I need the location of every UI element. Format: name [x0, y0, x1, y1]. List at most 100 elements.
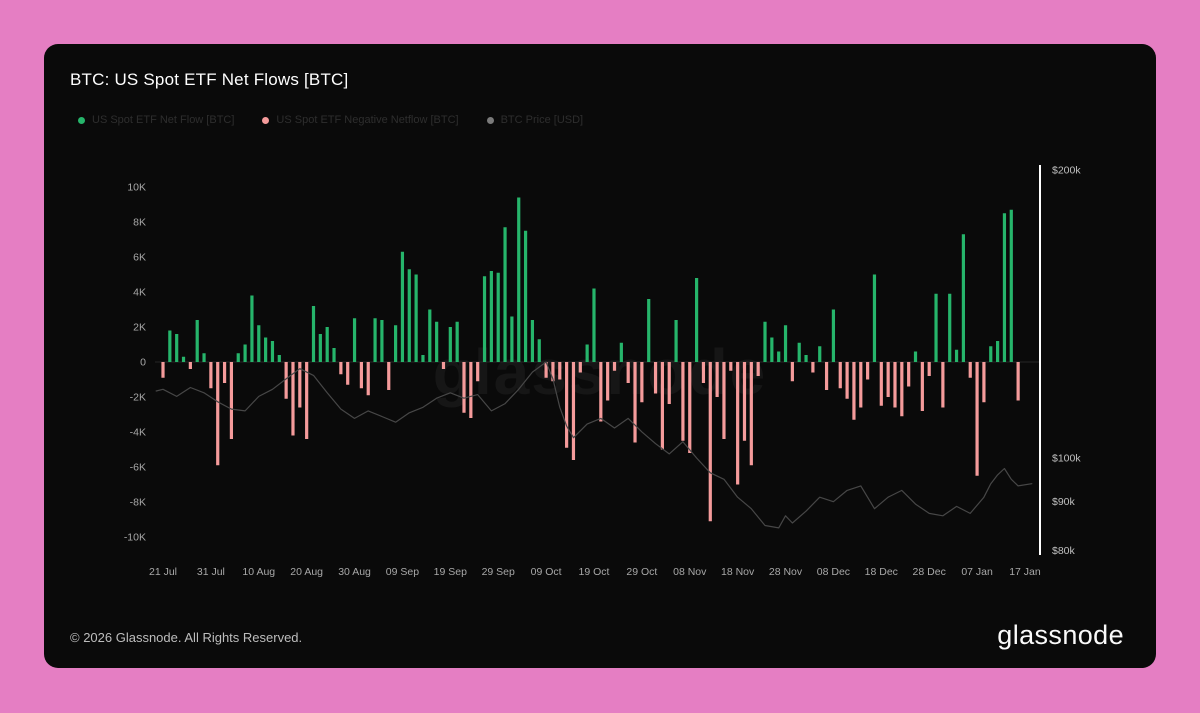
netflow-bar-positive [1009, 209, 1013, 362]
netflow-bar-negative [305, 362, 309, 439]
netflow-bar-negative [161, 362, 165, 378]
netflow-bar-positive [175, 334, 179, 362]
y-axis-right-label: $90k [1052, 496, 1076, 508]
netflow-bar-positive [948, 293, 952, 362]
y-axis-left-label: -6K [130, 462, 146, 474]
netflow-bar-positive [482, 276, 487, 362]
netflow-bar-positive [277, 355, 281, 362]
netflow-bar-negative [359, 362, 363, 389]
copyright-text: © 2026 Glassnode. All Rights Reserved. [70, 630, 303, 645]
x-axis-label: 18 Nov [721, 566, 755, 578]
netflow-bar-positive [913, 351, 918, 362]
netflow-bar-positive [428, 309, 432, 362]
netflow-bar-positive [961, 234, 965, 362]
netflow-bar-positive [804, 355, 808, 362]
x-axis-label: 19 Oct [579, 566, 610, 578]
netflow-bar-positive [537, 339, 541, 362]
netflow-bar-positive [523, 230, 528, 362]
netflow-bar-negative [756, 362, 760, 376]
netflow-bar-negative [339, 362, 343, 375]
netflow-bar-positive [400, 251, 405, 362]
netflow-bar-negative [715, 362, 719, 397]
netflow-bar-negative [708, 362, 712, 522]
y-axis-right-label: $100k [1052, 453, 1081, 465]
y-axis-left-label: -10K [124, 532, 146, 544]
netflow-bar-negative [599, 362, 603, 422]
netflow-bar-positive [517, 197, 521, 362]
netflow-bar-negative [879, 362, 883, 406]
netflow-bar-negative [626, 362, 630, 383]
netflow-bar-negative [229, 362, 234, 439]
netflow-bar-negative [811, 362, 815, 373]
netflow-bar-positive [373, 318, 377, 362]
netflow-bar-positive [421, 355, 425, 362]
netflow-bar-negative [968, 362, 972, 378]
netflow-bar-positive [407, 269, 411, 362]
netflow-bar-positive [954, 349, 959, 362]
legend-label-price: BTC Price [USD] [500, 114, 584, 126]
x-axis-label: 09 Oct [531, 566, 562, 578]
x-axis-label: 08 Nov [673, 566, 707, 578]
x-axis-label: 19 Sep [434, 566, 467, 578]
netflow-bar-positive [489, 271, 493, 362]
netflow-bar-negative [366, 362, 370, 396]
netflow-bar-negative [565, 362, 569, 448]
netflow-bar-negative [824, 362, 829, 390]
netflow-bar-positive [435, 321, 439, 362]
netflow-bar-positive [195, 320, 199, 362]
netflow-bar-negative [462, 362, 466, 413]
x-axis-label: 28 Dec [913, 566, 946, 578]
legend-label-negative-netflow: US Spot ETF Negative Netflow [BTC] [276, 114, 459, 126]
legend-dot-green-icon [78, 116, 85, 124]
netflow-bar-positive [168, 330, 172, 362]
x-axis-label: 17 Jan [1009, 566, 1041, 578]
netflow-bar-negative [216, 362, 220, 466]
netflow-bar-negative [722, 362, 726, 439]
netflow-bar-positive [797, 342, 801, 362]
netflow-bar-negative [667, 362, 671, 404]
netflow-bar-negative [188, 362, 192, 369]
netflow-bar-positive [831, 309, 836, 362]
netflow-bar-negative [558, 362, 562, 380]
x-axis-label: 09 Sep [386, 566, 419, 578]
netflow-bar-negative [1016, 362, 1020, 401]
y-axis-left-label: -4K [130, 427, 146, 439]
netflow-bar-negative [469, 362, 473, 418]
y-axis-left-label: 10K [127, 182, 146, 194]
netflow-bar-positive [989, 346, 993, 362]
btc-price-line [155, 361, 1033, 529]
x-axis-label: 07 Jan [961, 566, 993, 578]
x-axis-label: 28 Nov [769, 566, 803, 578]
netflow-bar-positive [585, 344, 589, 362]
netflow-bar-positive [770, 337, 774, 362]
netflow-bar-positive [236, 353, 240, 362]
netflow-bar-positive [380, 320, 384, 362]
legend-dot-gray-icon [486, 116, 494, 124]
netflow-bar-negative [920, 362, 924, 411]
netflow-bar-positive [414, 274, 418, 362]
netflow-bar-negative [941, 362, 945, 408]
y-axis-right-label: $200k [1052, 165, 1081, 177]
netflow-bar-negative [298, 362, 302, 408]
legend-item-netflow[interactable]: US Spot ETF Net Flow [BTC] [78, 114, 234, 126]
netflow-bar-negative [640, 362, 644, 403]
netflow-bar-negative [681, 362, 685, 441]
netflow-bar-negative [701, 362, 706, 383]
netflow-bar-positive [181, 356, 186, 362]
y-axis-left: 10K 8K 6K 4K 2K 0 -2K -4K -6K -8K -10K [124, 182, 146, 544]
netflow-bar-negative [653, 362, 658, 394]
netflow-bar-negative [927, 362, 931, 376]
netflow-bar-negative [736, 362, 740, 485]
netflow-bar-negative [606, 362, 610, 401]
legend-item-price[interactable]: BTC Price [USD] [486, 114, 584, 126]
netflow-bars [161, 197, 1020, 522]
netflow-bar-negative [571, 362, 576, 460]
netflow-bar-positive [503, 227, 507, 362]
netflow-bar-positive [318, 334, 322, 362]
netflow-bar-positive [647, 299, 651, 362]
netflow-bar-positive [332, 348, 336, 362]
netflow-bar-negative [476, 362, 480, 382]
legend-item-negative-netflow[interactable]: US Spot ETF Negative Netflow [BTC] [262, 114, 459, 126]
netflow-bar-negative [859, 362, 863, 408]
netflow-bar-positive [496, 272, 500, 362]
